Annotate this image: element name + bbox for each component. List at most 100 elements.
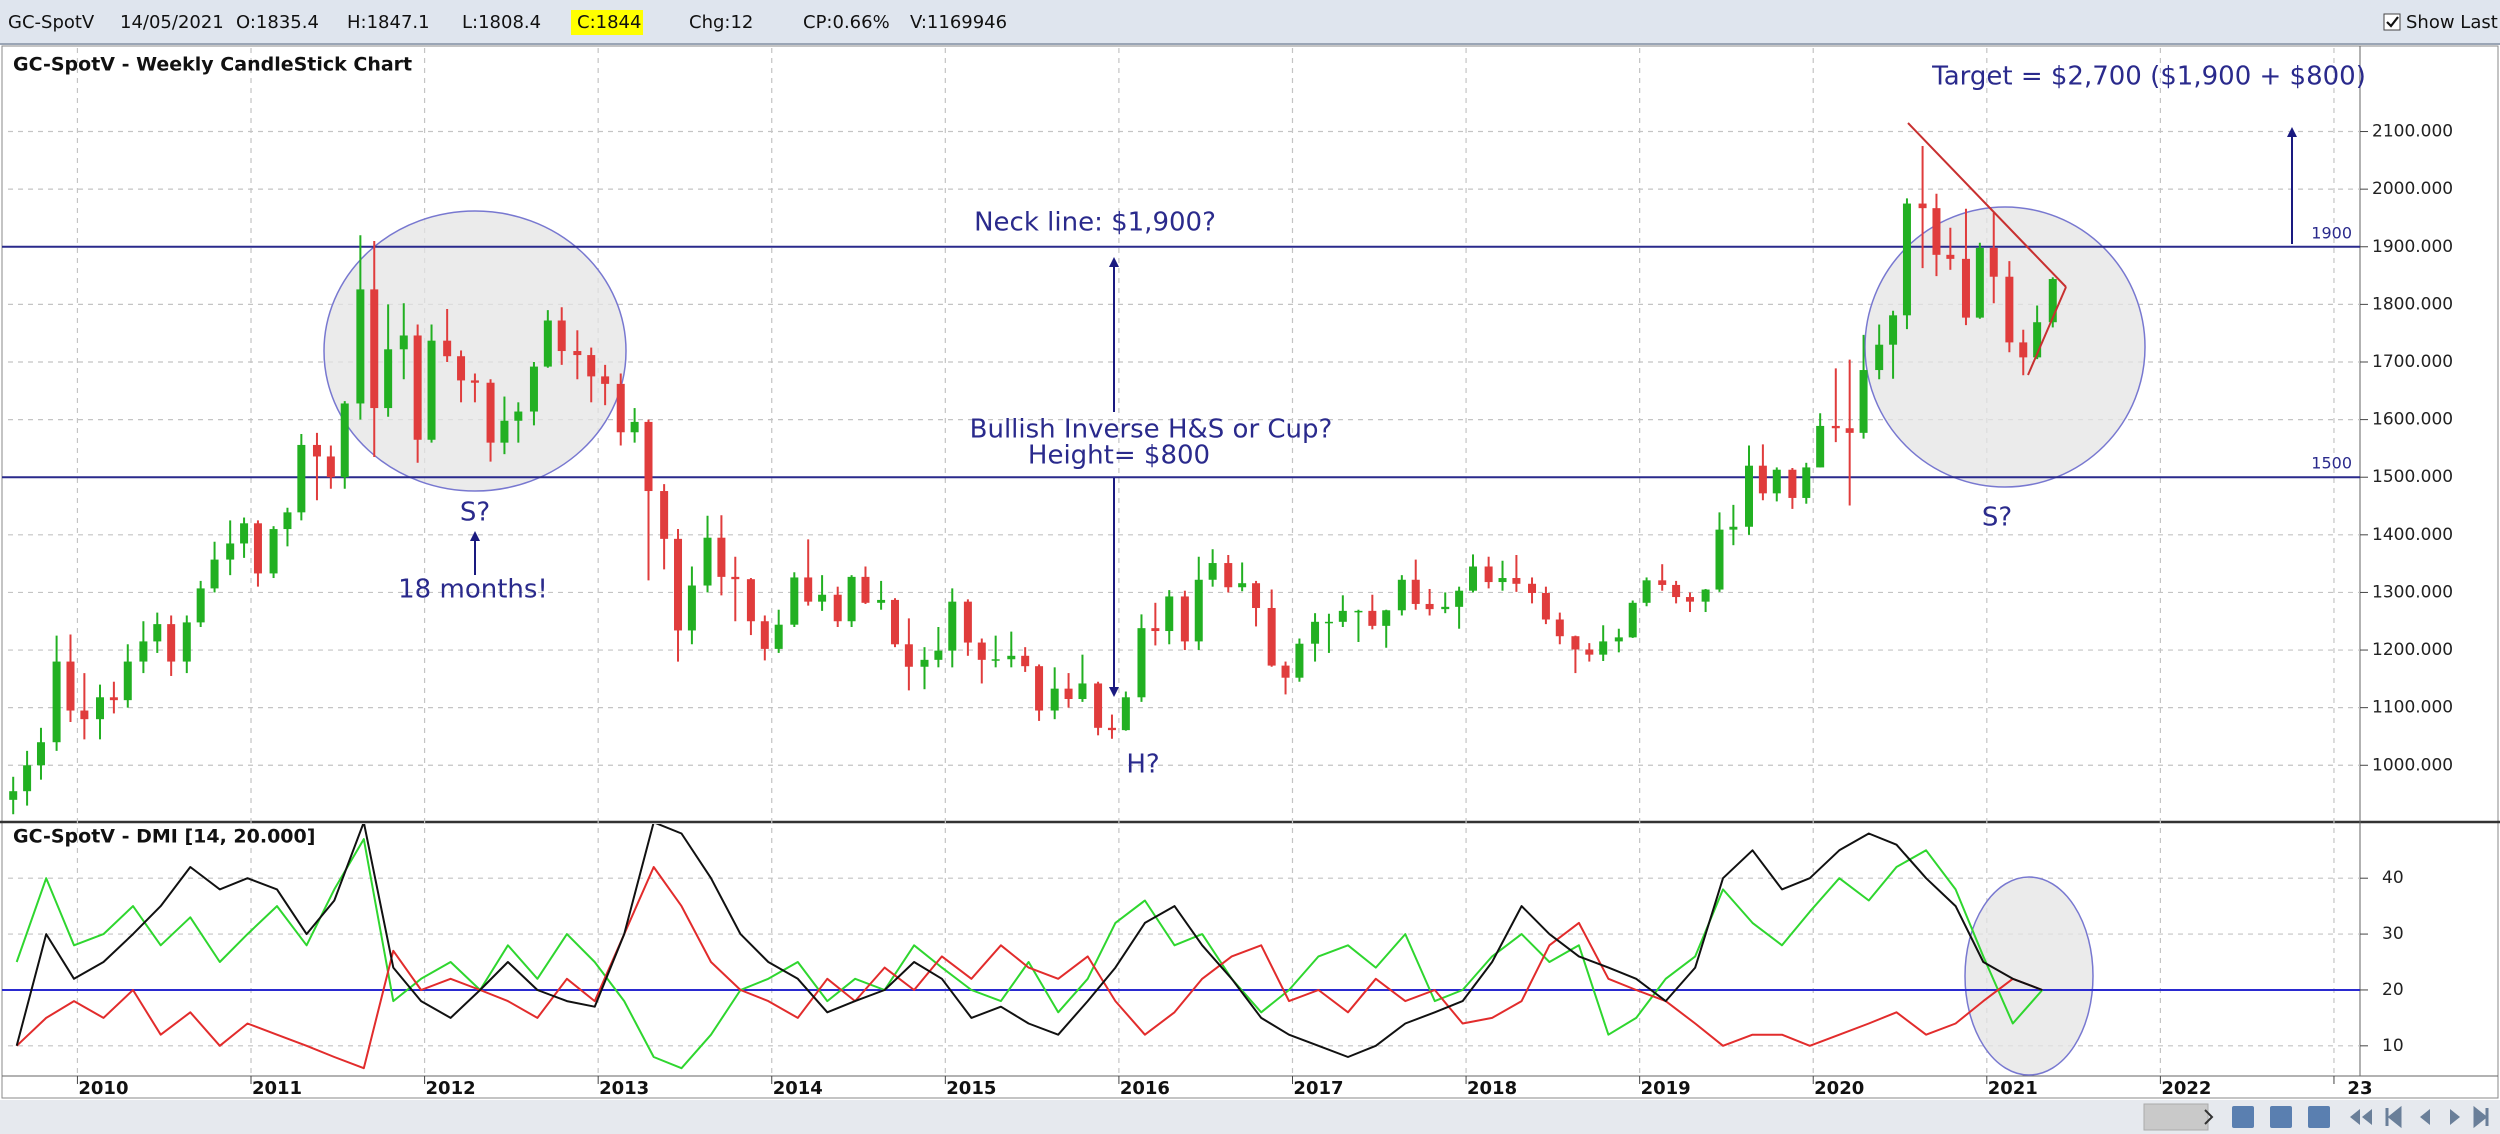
candle-body bbox=[977, 642, 986, 660]
candle-body bbox=[1989, 247, 1998, 277]
tool-button[interactable] bbox=[2232, 1106, 2254, 1128]
candle-body bbox=[1425, 603, 1434, 610]
candle-body bbox=[1528, 583, 1537, 594]
candle-body bbox=[674, 538, 683, 631]
candle-body bbox=[587, 355, 596, 377]
y-tick-label: 30 bbox=[2382, 924, 2404, 944]
candle-body bbox=[1859, 370, 1868, 433]
candle-body bbox=[616, 383, 625, 433]
x-tick-label: 2012 bbox=[426, 1078, 476, 1099]
candle-body bbox=[1411, 579, 1420, 604]
y-tick-label: 1000.000 bbox=[2372, 755, 2453, 775]
x-tick-label: 2021 bbox=[1988, 1078, 2038, 1099]
y-tick-label: 2000.000 bbox=[2372, 179, 2453, 199]
candle-body bbox=[457, 356, 466, 381]
candle-body bbox=[557, 320, 566, 352]
candle-body bbox=[95, 697, 104, 720]
tool-button[interactable] bbox=[2270, 1106, 2292, 1128]
candle-body bbox=[399, 335, 408, 350]
candle-body bbox=[1975, 247, 1984, 318]
go-last[interactable] bbox=[2473, 1105, 2489, 1129]
candle-body bbox=[1685, 597, 1694, 602]
candle-body bbox=[240, 523, 249, 544]
candle-body bbox=[340, 403, 349, 478]
candle-body bbox=[1121, 697, 1130, 731]
candle-body bbox=[1382, 610, 1391, 626]
go-first[interactable] bbox=[2385, 1105, 2402, 1129]
volume: V:1169946 bbox=[910, 12, 1007, 33]
candle-body bbox=[1961, 258, 1970, 318]
candle-body bbox=[630, 421, 639, 433]
candle-body bbox=[717, 537, 726, 577]
y-tick-label: 1400.000 bbox=[2372, 525, 2453, 545]
candle-body bbox=[1932, 208, 1941, 255]
candle-body bbox=[1295, 643, 1304, 678]
candle-body bbox=[644, 421, 653, 492]
candle-body bbox=[746, 579, 755, 622]
candle-body bbox=[1902, 203, 1911, 316]
candle-body bbox=[1658, 580, 1667, 585]
candle-body bbox=[1354, 610, 1363, 613]
candle-body bbox=[1498, 578, 1507, 583]
candle-body bbox=[1918, 203, 1927, 209]
trend-line bbox=[1907, 122, 2067, 288]
candle-body bbox=[1571, 636, 1580, 650]
candle-body bbox=[601, 376, 610, 384]
y-tick-label: 1600.000 bbox=[2372, 410, 2453, 430]
show-last-label[interactable]: Show Last bbox=[2406, 12, 2498, 33]
candle-body bbox=[2005, 276, 2014, 343]
zoom-out[interactable] bbox=[2350, 1109, 2372, 1125]
candle-body bbox=[1007, 655, 1016, 660]
x-tick-label: 2013 bbox=[599, 1078, 649, 1099]
candle-body bbox=[1094, 683, 1103, 728]
candle-body bbox=[1078, 683, 1087, 700]
candle-body bbox=[470, 380, 479, 383]
candle-body bbox=[210, 559, 219, 589]
candle-body bbox=[1368, 610, 1377, 626]
candle-body bbox=[847, 576, 856, 622]
candle-body bbox=[1455, 590, 1464, 607]
scroll-right[interactable] bbox=[2204, 1109, 2214, 1125]
candle-body bbox=[80, 710, 89, 720]
close-value: C:1844 bbox=[577, 12, 641, 33]
annotation: 18 months! bbox=[398, 575, 548, 605]
candle-body bbox=[1845, 428, 1854, 433]
y-tick-label: 1800.000 bbox=[2372, 294, 2453, 314]
candle-body bbox=[9, 791, 18, 800]
tool-button[interactable] bbox=[2308, 1106, 2330, 1128]
candle-body bbox=[1238, 583, 1247, 588]
candle-body bbox=[1137, 628, 1146, 698]
candle-body bbox=[1050, 688, 1059, 711]
candle-body bbox=[167, 624, 176, 662]
x-tick-label: 2022 bbox=[2161, 1078, 2211, 1099]
candle-body bbox=[1338, 610, 1347, 622]
candle-body bbox=[1628, 602, 1637, 638]
go-previous[interactable] bbox=[2420, 1109, 2430, 1125]
candle-body bbox=[861, 576, 870, 603]
x-tick-label: 2014 bbox=[773, 1078, 823, 1099]
chart-frame bbox=[1, 45, 2499, 1099]
show-last-checkbox[interactable] bbox=[2383, 13, 2401, 31]
y-tick-label: 20 bbox=[2382, 980, 2404, 1000]
x-tick-label: 23 bbox=[2347, 1078, 2372, 1099]
candle-body bbox=[1194, 579, 1203, 642]
candle-body bbox=[384, 349, 393, 409]
go-next[interactable] bbox=[2450, 1109, 2460, 1125]
candle-body bbox=[904, 644, 913, 667]
candle-body bbox=[226, 543, 235, 560]
candle-body bbox=[2019, 342, 2028, 358]
candle-body bbox=[1555, 619, 1564, 637]
candle-body bbox=[1802, 467, 1811, 498]
candle-body bbox=[269, 529, 278, 574]
candle-body bbox=[1224, 563, 1233, 588]
candle-body bbox=[660, 491, 669, 539]
candle-body bbox=[1672, 584, 1681, 598]
scroll-thumb[interactable] bbox=[2143, 1103, 2209, 1131]
candle-body bbox=[1599, 641, 1608, 655]
candle-body bbox=[1151, 628, 1160, 632]
candle-body bbox=[1875, 344, 1884, 371]
x-tick-label: 2018 bbox=[1467, 1078, 1517, 1099]
candle-body bbox=[529, 366, 538, 412]
change-value: Chg:12 bbox=[689, 12, 753, 33]
x-tick-label: 2011 bbox=[252, 1078, 302, 1099]
